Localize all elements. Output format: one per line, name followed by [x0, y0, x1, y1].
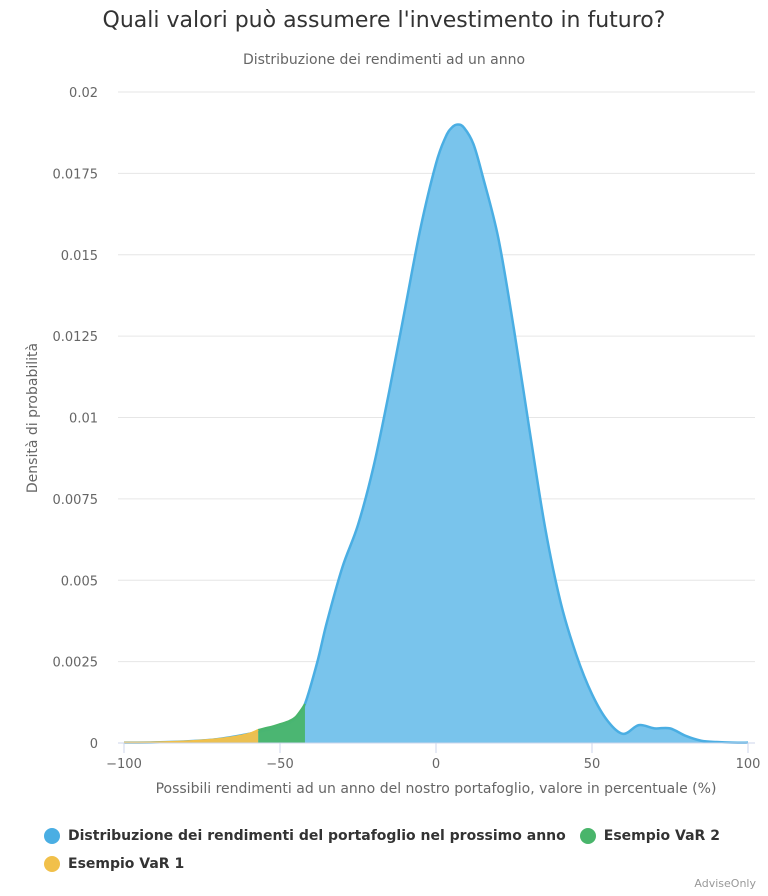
y-tick-label: 0.0025: [53, 656, 99, 671]
legend-item-var2[interactable]: Esempio VaR 2: [579, 828, 720, 844]
y-axis-title: Densità di probabilità: [25, 343, 41, 493]
y-tick-label: 0: [90, 737, 98, 752]
y-tick-label: 0.0075: [53, 493, 99, 508]
legend-item-var1[interactable]: Esempio VaR 1: [44, 856, 184, 872]
y-tick-label: 0.0175: [53, 167, 99, 182]
distribution-area: [124, 124, 748, 744]
legend-marker-var1: [44, 856, 60, 872]
legend-label-var2: Esempio VaR 2: [603, 828, 720, 844]
legend-marker-distribution: [44, 828, 60, 844]
legend-item-distribution[interactable]: Distribuzione dei rendimenti del portafo…: [44, 828, 566, 844]
legend-label-var1: Esempio VaR 1: [68, 856, 185, 872]
chart-title: Quali valori può assumere l'investimento…: [102, 8, 666, 33]
legend-label-distribution: Distribuzione dei rendimenti del portafo…: [68, 828, 566, 844]
x-axis-title: Possibili rendimenti ad un anno del nost…: [156, 781, 717, 797]
y-tick-label: 0.0125: [53, 330, 99, 345]
y-tick-label: 0.01: [69, 412, 98, 427]
y-tick-label: 0.02: [69, 86, 98, 101]
var2-line: [257, 703, 306, 731]
chart-legend: Distribuzione dei rendimenti del portafo…: [44, 822, 734, 878]
var2-area: [258, 703, 305, 743]
chart-plot: 0 0.0025 0.005 0.0075 0.01 0.0125 0.015 0.0175 0…: [25, 86, 761, 797]
chart-subtitle: Distribuzione dei rendimenti ad un anno: [242, 52, 526, 68]
y-tick-label: 0.015: [61, 249, 98, 264]
y-tick-label: 0.005: [61, 574, 98, 589]
x-tick-label: −50: [266, 757, 293, 772]
x-tick-label: 0: [432, 757, 440, 772]
x-tick-label: 50: [584, 757, 601, 772]
var1-area: [124, 729, 259, 743]
legend-marker-var2: [579, 828, 596, 844]
var1-line: [123, 729, 259, 744]
x-tick-label: 100: [736, 757, 761, 772]
x-tick-label: −100: [106, 757, 142, 772]
chart-credit[interactable]: AdviseOnly: [694, 877, 756, 890]
